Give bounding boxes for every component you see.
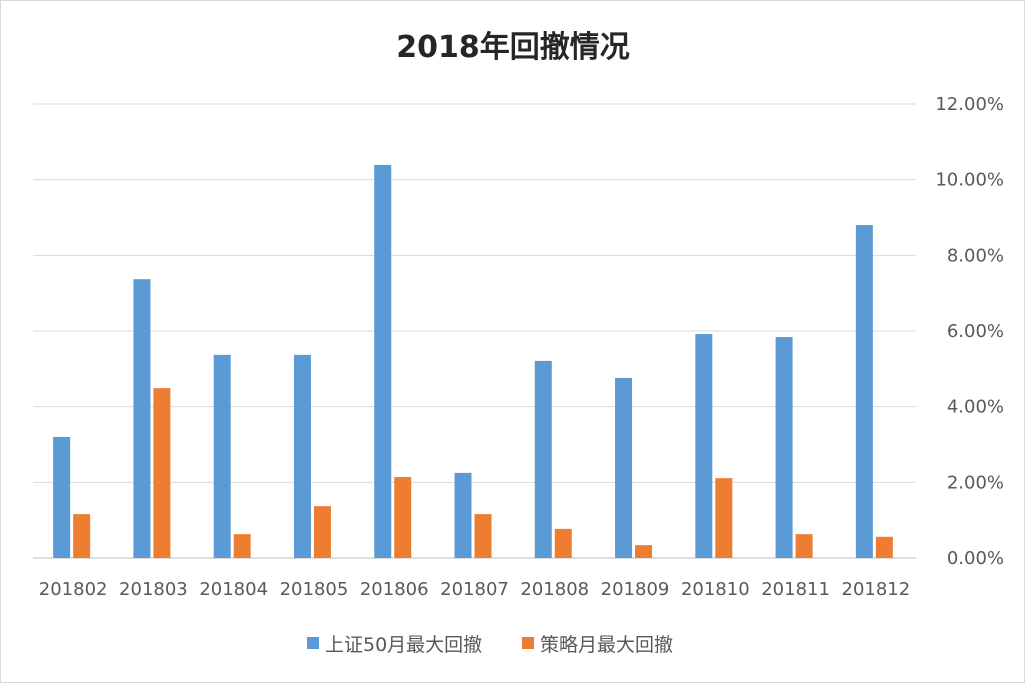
y-tick-label: 2.00% — [947, 472, 1004, 493]
y-tick-label: 0.00% — [947, 548, 1004, 569]
legend-swatch — [522, 637, 534, 649]
bar-strategy-201811 — [795, 534, 813, 558]
x-tick-label: 201807 — [440, 579, 509, 600]
x-tick-label: 201809 — [601, 579, 670, 600]
legend-label: 上证50月最大回撤 — [325, 634, 482, 656]
legend-label: 策略月最大回撤 — [540, 634, 673, 656]
y-tick-label: 4.00% — [947, 397, 1004, 418]
x-tick-label: 201803 — [119, 579, 188, 600]
bar-strategy-201812 — [875, 536, 893, 558]
bar-sz50-201812 — [855, 225, 873, 559]
bar-strategy-201804 — [233, 534, 251, 558]
bar-strategy-201808 — [554, 528, 572, 558]
bar-sz50-201810 — [695, 334, 713, 558]
bar-strategy-201805 — [313, 506, 331, 558]
y-tick-label: 6.00% — [947, 321, 1004, 342]
x-tick-label: 201804 — [199, 579, 268, 600]
y-tick-label: 8.00% — [947, 245, 1004, 266]
x-tick-label: 201811 — [761, 579, 830, 600]
bar-strategy-201802 — [73, 514, 91, 558]
y-tick-label: 12.00% — [935, 94, 1004, 115]
x-tick-label: 201806 — [360, 579, 429, 600]
bar-sz50-201811 — [775, 337, 793, 558]
bar-strategy-201810 — [715, 478, 733, 558]
legend-swatch — [307, 637, 319, 649]
bar-sz50-201805 — [293, 354, 311, 558]
x-tick-label: 201805 — [280, 579, 349, 600]
bar-strategy-201809 — [635, 545, 653, 558]
bar-sz50-201809 — [615, 377, 633, 558]
bar-sz50-201808 — [534, 360, 552, 558]
bar-sz50-201806 — [374, 164, 392, 558]
bar-strategy-201803 — [153, 388, 171, 558]
bar-strategy-201807 — [474, 514, 492, 558]
x-tick-label: 201808 — [520, 579, 589, 600]
chart-title: 2018年回撤情况 — [396, 30, 630, 65]
x-tick-label: 201812 — [842, 579, 911, 600]
x-tick-label: 201802 — [39, 579, 108, 600]
x-tick-label: 201810 — [681, 579, 750, 600]
y-tick-label: 10.00% — [935, 170, 1004, 191]
bar-sz50-201804 — [213, 354, 231, 558]
bar-sz50-201802 — [53, 436, 71, 558]
bar-sz50-201807 — [454, 472, 472, 558]
bar-strategy-201806 — [394, 477, 412, 558]
bar-sz50-201803 — [133, 279, 151, 558]
